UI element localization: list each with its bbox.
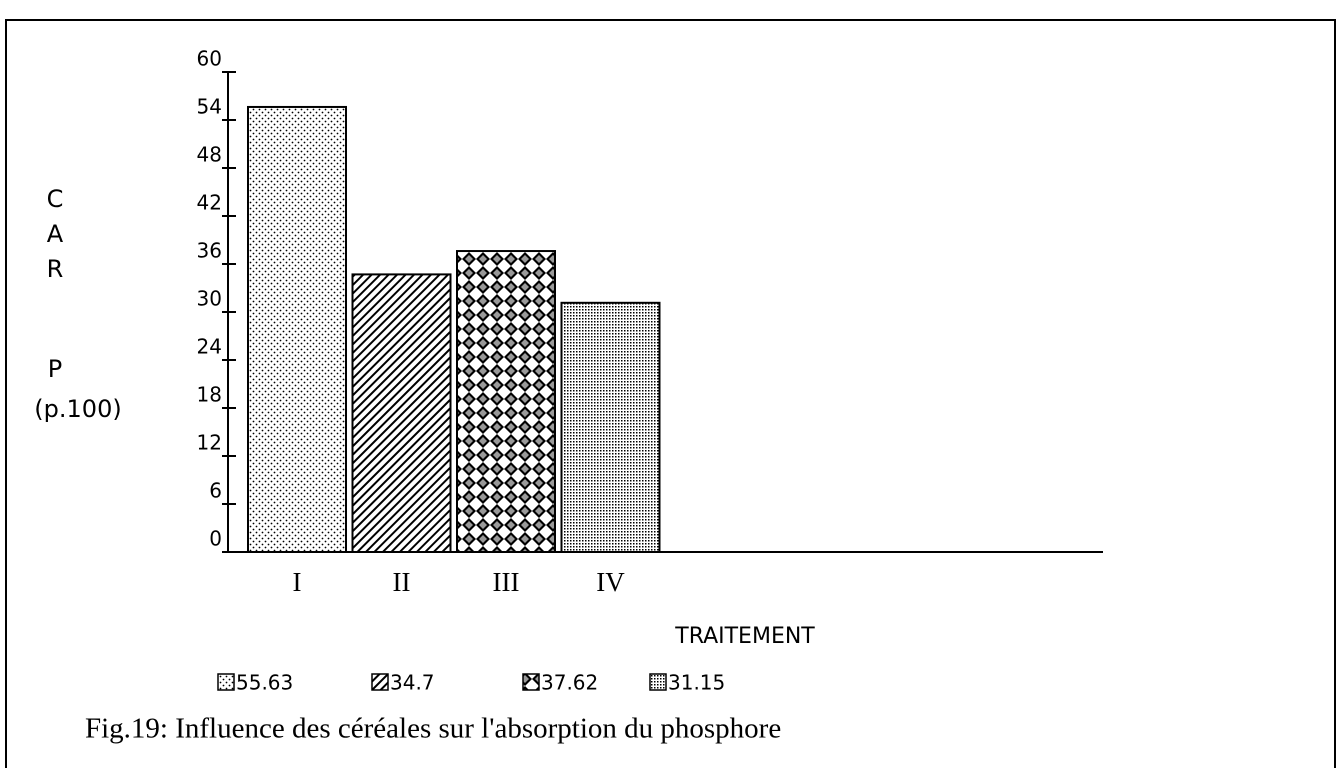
legend-label: 31.15 <box>668 671 725 695</box>
y-tick-label: 18 <box>197 383 222 407</box>
legend-label: 55.63 <box>236 671 293 695</box>
y-axis-label: (p.100) <box>34 395 121 423</box>
x-tick-label: I <box>293 567 302 597</box>
y-tick-label: 30 <box>197 287 222 311</box>
bar <box>560 301 661 553</box>
legend-swatch <box>371 673 389 691</box>
bar <box>351 273 452 553</box>
legend-label: 34.7 <box>390 671 435 695</box>
x-tick-label: III <box>493 567 520 597</box>
x-tick-label: II <box>393 567 411 597</box>
y-axis-label: R <box>47 255 64 283</box>
x-tick-label: IV <box>596 567 625 597</box>
y-tick-label: 0 <box>209 527 222 551</box>
legend-swatch <box>649 673 667 691</box>
legend-swatch <box>522 673 540 691</box>
legend-swatch <box>217 673 235 691</box>
chart-title: Fig.19: Influence des céréales sur l'abs… <box>85 713 781 745</box>
y-tick-label: 48 <box>197 143 222 167</box>
y-tick-label: 54 <box>197 95 222 119</box>
y-tick-label: 24 <box>197 335 222 359</box>
frame <box>5 19 1336 768</box>
y-tick-label: 12 <box>197 431 222 455</box>
y-tick-label: 6 <box>209 479 222 503</box>
bar <box>247 105 347 554</box>
y-tick-label: 36 <box>197 239 222 263</box>
y-axis-label: A <box>47 220 64 248</box>
y-tick-label: 60 <box>197 47 222 71</box>
x-axis-label: TRAITEMENT <box>674 624 815 649</box>
bar <box>456 250 556 553</box>
y-tick-label: 42 <box>197 191 222 215</box>
legend-label: 37.62 <box>541 671 598 695</box>
y-axis-label: C <box>47 185 64 213</box>
y-axis-label: P <box>48 355 62 383</box>
